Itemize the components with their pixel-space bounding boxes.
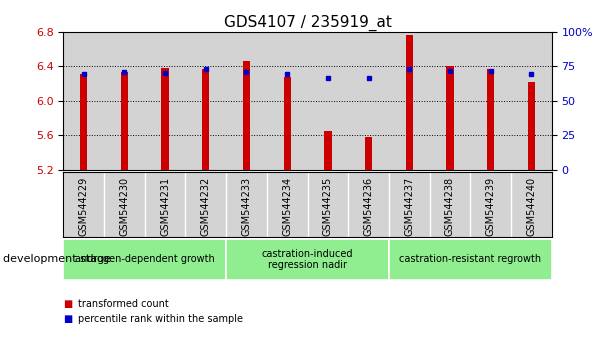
Bar <box>406 35 413 170</box>
Bar <box>243 61 250 170</box>
Bar <box>202 69 209 170</box>
Bar <box>283 77 291 170</box>
Bar <box>365 137 372 170</box>
Text: GSM544231: GSM544231 <box>160 177 170 236</box>
Text: ■: ■ <box>63 314 72 324</box>
Text: castration-induced
regression nadir: castration-induced regression nadir <box>262 249 353 270</box>
Text: GSM544239: GSM544239 <box>485 177 496 236</box>
Text: GSM544229: GSM544229 <box>78 177 89 236</box>
Text: development stage: development stage <box>3 254 111 264</box>
Bar <box>446 67 453 170</box>
Text: GSM544240: GSM544240 <box>526 177 537 236</box>
Text: GSM544232: GSM544232 <box>201 177 211 236</box>
Bar <box>121 73 128 170</box>
Text: GSM544235: GSM544235 <box>323 177 333 236</box>
Bar <box>162 68 169 170</box>
Text: ■: ■ <box>63 299 72 309</box>
Text: androgen-dependent growth: androgen-dependent growth <box>75 254 215 264</box>
Title: GDS4107 / 235919_at: GDS4107 / 235919_at <box>224 14 391 30</box>
Text: GSM544233: GSM544233 <box>241 177 251 236</box>
Text: GSM544230: GSM544230 <box>119 177 130 236</box>
Bar <box>80 74 87 170</box>
Text: GSM544236: GSM544236 <box>364 177 374 236</box>
Text: GSM544238: GSM544238 <box>445 177 455 236</box>
Bar <box>528 82 535 170</box>
Text: percentile rank within the sample: percentile rank within the sample <box>78 314 244 324</box>
Text: GSM544237: GSM544237 <box>404 177 414 236</box>
Bar <box>324 131 332 170</box>
Text: castration-resistant regrowth: castration-resistant regrowth <box>399 254 541 264</box>
Text: GSM544234: GSM544234 <box>282 177 292 236</box>
Bar <box>487 69 494 170</box>
Text: transformed count: transformed count <box>78 299 169 309</box>
